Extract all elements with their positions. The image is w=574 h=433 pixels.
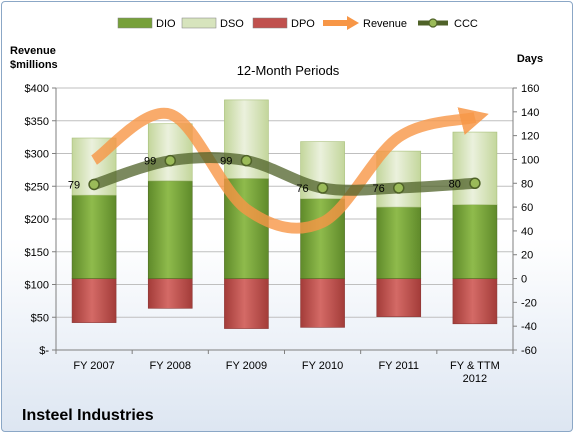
bar-dio [452,204,498,279]
right-tick-label: 160 [521,83,539,95]
x-tick-label: 2012 [463,373,487,385]
legend-arrowhead-revenue [347,16,359,30]
company-name: Insteel Industries [22,407,154,424]
bar-dpo [224,278,269,329]
bar-dpo [71,278,117,323]
legend-label-revenue: Revenue [363,18,407,30]
bar-dso [376,150,422,208]
right-tick-label: 20 [521,250,533,262]
ccc-data-label: 79 [68,179,80,191]
bar-dpo [452,278,498,325]
ccc-data-label: 99 [144,156,156,168]
left-tick-label: $100 [25,280,49,292]
bar-dpo [147,278,193,309]
x-tick-label: FY 2011 [378,360,419,372]
x-tick-label: FY 2008 [150,360,191,372]
left-tick-label: $200 [25,214,49,226]
right-tick-label: 100 [521,154,539,166]
right-tick-label: -40 [521,321,537,333]
bar-dio [376,206,422,279]
ccc-point [469,177,481,190]
ccc-line [88,151,481,196]
right-axis-label: Days [517,53,543,65]
right-tick-label: -20 [521,297,537,309]
right-tick-label: 120 [521,131,539,143]
bar-dpo [376,278,422,317]
ccc-data-label: 99 [220,156,232,168]
right-tick-label: 0 [521,274,527,286]
ccc-point [316,182,329,194]
bar-dio [147,180,193,279]
legend-swatch-dpo [252,17,288,29]
right-tick-label: -60 [521,345,537,357]
right-tick-label: 40 [521,226,533,238]
x-tick-label: FY 2009 [226,360,267,372]
bar-dio [71,194,117,279]
bar-dpo [300,278,345,328]
plot-area: $- $50 $100 $150 $200 $250 $300 $350 $400 -60 -40 -… [25,83,540,385]
ccc-data-label: 76 [296,183,308,195]
legend-swatch-dso [181,17,217,29]
legend-label-ccc: CCC [454,18,478,30]
x-tick-label: FY & TTM [450,360,500,372]
ccc-data-label: 80 [449,178,461,190]
left-tick-label: $350 [25,116,49,128]
right-tick-label: 140 [521,107,539,119]
ccc-point [240,154,253,167]
left-tick-label: $300 [25,149,49,161]
legend: DIO DSO DPO Revenue CCC [117,16,478,30]
ccc-point [164,154,176,167]
left-axis-label-line1: Revenue [10,45,56,57]
ccc-point [393,182,405,194]
legend-label-dio: DIO [156,18,176,30]
legend-swatch-dio [117,17,153,29]
right-tick-label: 60 [521,202,533,214]
left-tick-label: $- [39,345,49,357]
ccc-point [88,178,100,191]
left-tick-label: $50 [31,312,49,324]
right-tick-label: 80 [521,178,533,190]
bar-dso [452,131,498,206]
left-tick-label: $250 [25,181,49,193]
revenue-line [90,107,489,234]
legend-label-dpo: DPO [291,18,315,30]
legend-label-dso: DSO [220,18,244,30]
x-tick-label: FY 2007 [73,360,114,372]
left-axis-label-line2: $millions [10,59,58,71]
left-tick-label: $400 [25,83,49,95]
ccc-data-label: 76 [373,183,385,195]
legend-marker-ccc [428,18,438,28]
left-tick-label: $150 [25,247,49,259]
x-tick-label: FY 2010 [302,360,343,372]
chart-title: 12-Month Periods [237,63,340,78]
